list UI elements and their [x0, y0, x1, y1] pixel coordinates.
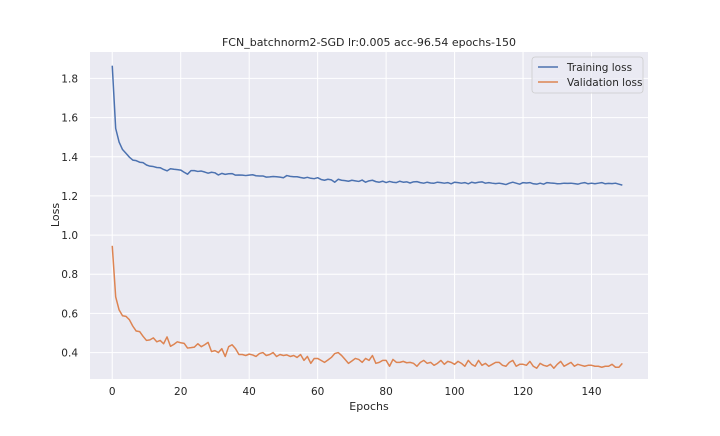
chart-title: FCN_batchnorm2-SGD lr:0.005 acc-96.54 ep… — [222, 36, 516, 49]
legend: Training loss Validation loss — [531, 56, 644, 94]
y-tick-label: 0.8 — [61, 269, 78, 281]
x-tick-label: 100 — [445, 386, 465, 398]
y-tick-label: 1.2 — [61, 191, 78, 203]
y-tick-label: 0.4 — [61, 348, 78, 360]
legend-label-training-loss: Training loss — [566, 62, 632, 74]
y-tick-label: 0.6 — [61, 308, 78, 320]
legend-label-validation-loss: Validation loss — [567, 77, 642, 89]
training-loss-line — [111, 65, 623, 186]
x-tick-label: 60 — [311, 386, 324, 398]
validation-loss-line — [111, 245, 623, 369]
y-tick-label: 1.4 — [61, 152, 78, 164]
x-axis-label: Epochs — [349, 400, 389, 413]
plot-background — [90, 52, 648, 379]
x-tick-label: 0 — [109, 386, 116, 398]
x-tick-label: 120 — [513, 386, 533, 398]
x-tick-label: 20 — [174, 386, 187, 398]
legend-frame — [531, 56, 644, 94]
y-axis-label: Loss — [49, 203, 62, 227]
x-tick-label: 140 — [581, 386, 601, 398]
y-tick-label: 1.6 — [61, 113, 78, 125]
y-tick-label: 1.8 — [61, 73, 78, 85]
x-tick-label: 80 — [379, 386, 392, 398]
y-tick-label: 1.0 — [61, 230, 78, 242]
x-tick-label: 40 — [242, 386, 255, 398]
